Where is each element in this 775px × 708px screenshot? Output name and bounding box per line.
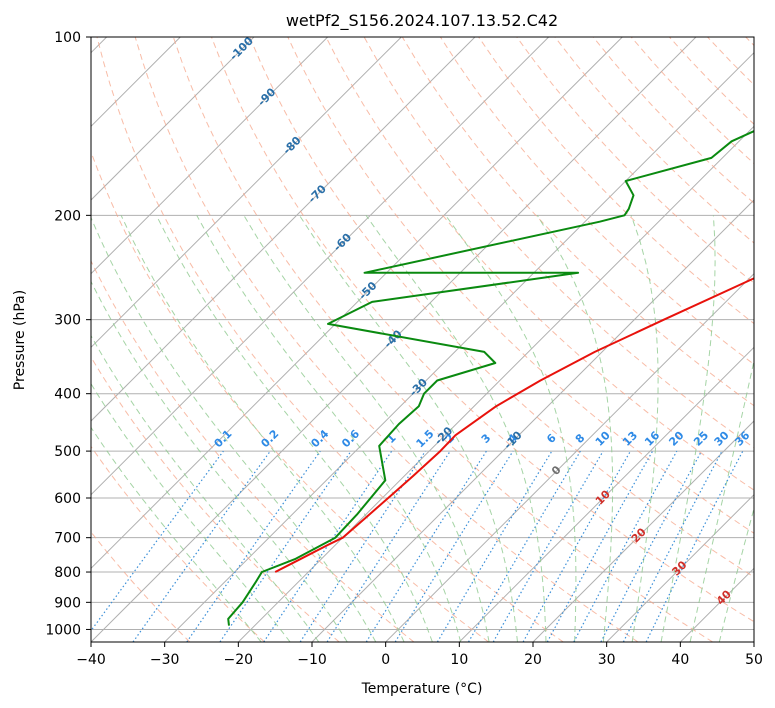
dry-adiabat-line [516,37,754,284]
dry-adiabat-line [91,356,340,642]
moist-adiabat-line [91,426,262,642]
isotherm-line [91,37,255,201]
moist-adiabat-line [365,215,547,642]
moist-adiabat-line [630,215,659,642]
temperature-profile-line [274,277,754,573]
isotherm-line [164,51,754,642]
moist-adiabat-line [91,280,348,642]
dry-adiabat-line [96,37,564,642]
chart-title: wetPf2_S156.2024.107.13.52.C42 [286,11,558,31]
x-tick-label: 50 [745,652,763,668]
mixing-ratio-line [91,450,224,632]
x-tick-label: 30 [598,652,616,668]
dry-adiabat-line [91,445,265,642]
isotherm-line [91,37,476,422]
x-tick-label: 10 [450,652,468,668]
isotherm-line [606,493,754,642]
x-axis-title: Temperature (°C) [361,681,483,697]
y-tick-label: 600 [54,491,81,507]
moist-adiabat-line [91,382,291,642]
moist-adiabat-line [445,215,577,642]
dry-adiabat-line [211,37,754,623]
moist-adiabat-line [660,215,716,642]
isotherm-line [91,37,623,570]
mixing-ratio-line [522,450,632,642]
y-tick-label: 1000 [45,622,81,638]
y-tick-label: 700 [54,531,81,547]
axes: −40 −30 −20 −10 0 10 20 30 40 50 100 200 300 400 500 60… [45,30,763,668]
dry-adiabat-line [325,37,754,491]
dry-adiabat-line [91,259,415,642]
x-tick-label: −30 [150,652,180,668]
isotherm-line [91,37,697,642]
x-tick-label: 0 [381,652,390,668]
y-tick-label: 300 [54,313,81,329]
moist-adiabat-line [91,334,320,642]
plot-frame [90,36,755,643]
x-tick-label: −40 [76,652,106,668]
isotherm-line [91,37,402,349]
moist-adiabat-line [243,215,490,642]
mixing-ratio-line [186,450,321,642]
moist-adiabat-line [91,216,377,642]
y-tick-label: 500 [54,444,81,460]
y-tick-label: 400 [54,387,81,403]
y-tick-label: 100 [54,30,81,46]
mixing-ratio-line [546,450,654,642]
y-tick-label: 800 [54,565,81,581]
moist-adiabat-line [196,215,462,642]
mixing-ratio-line [573,450,678,642]
x-tick-label: 20 [524,652,542,668]
x-tick-label: 40 [671,652,689,668]
isotherm-line [91,37,329,275]
y-axis-title: Pressure (hPa) [12,290,28,390]
isotherm-line [91,37,550,496]
mixing-ratio-line [645,450,744,642]
mixing-ratio-line [299,450,426,642]
mixing-ratio-line [263,450,393,642]
mixing-ratio-line [326,450,451,642]
isotherm-line [237,125,754,642]
dewpoint-profile-line [227,130,754,626]
moist-adiabat-line [689,358,754,642]
moist-adiabat-line [155,215,433,642]
moist-adiabat-line [536,215,614,642]
dry-adiabat-line [249,37,754,578]
isotherm-line [385,272,754,642]
moist-adiabat-line [298,215,518,642]
x-tick-label: −20 [224,652,254,668]
mixing-ratio-line [394,450,514,642]
mixing-ratio-line [219,450,352,642]
dry-adiabat-line [287,37,754,534]
moist-adiabat-line [718,506,754,642]
mixing-ratio-line [132,450,271,642]
isotherm-line [532,420,754,642]
isotherm-line [458,346,754,642]
y-tick-label: 200 [54,208,81,224]
y-tick-label: 900 [54,595,81,611]
dry-adiabat-line [172,37,713,642]
x-tick-label: −10 [297,652,327,668]
